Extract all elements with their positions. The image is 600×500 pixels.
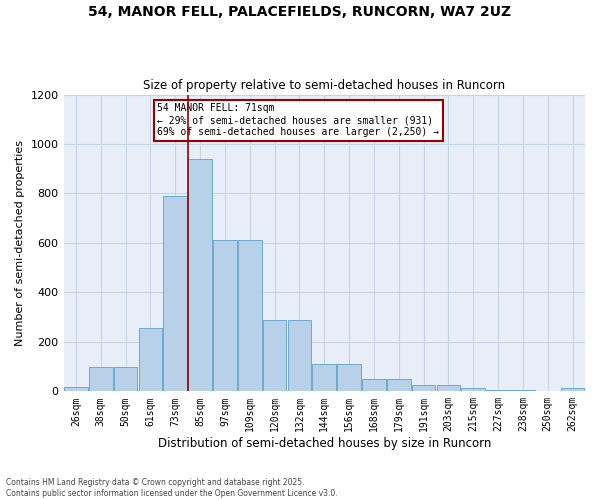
Bar (313, 364, 336, 392)
Title: Size of property relative to semi-detached houses in Runcorn: Size of property relative to semi-detach… (143, 79, 505, 92)
Bar (213, 240, 237, 392)
X-axis label: Distribution of semi-detached houses by size in Runcorn: Distribution of semi-detached houses by … (158, 437, 491, 450)
Bar (337, 364, 361, 392)
Bar (362, 379, 386, 392)
Text: Contains HM Land Registry data © Crown copyright and database right 2025.
Contai: Contains HM Land Registry data © Crown c… (6, 478, 338, 498)
Y-axis label: Number of semi-detached properties: Number of semi-detached properties (15, 140, 25, 346)
Bar (412, 385, 436, 392)
Bar (461, 388, 485, 392)
Text: 54, MANOR FELL, PALACEFIELDS, RUNCORN, WA7 2UZ: 54, MANOR FELL, PALACEFIELDS, RUNCORN, W… (88, 5, 512, 19)
Bar (188, 159, 212, 392)
Bar (238, 240, 262, 392)
Bar (287, 320, 311, 392)
Bar (511, 390, 535, 392)
Text: 54 MANOR FELL: 71sqm
← 29% of semi-detached houses are smaller (931)
69% of semi: 54 MANOR FELL: 71sqm ← 29% of semi-detac… (157, 104, 439, 136)
Bar (486, 390, 510, 392)
Bar (114, 366, 137, 392)
Bar (437, 385, 460, 392)
Bar (163, 196, 187, 392)
Bar (387, 379, 410, 392)
Bar (64, 387, 88, 392)
Bar (561, 388, 584, 392)
Bar (263, 320, 286, 392)
Bar (139, 328, 162, 392)
Bar (89, 366, 113, 392)
